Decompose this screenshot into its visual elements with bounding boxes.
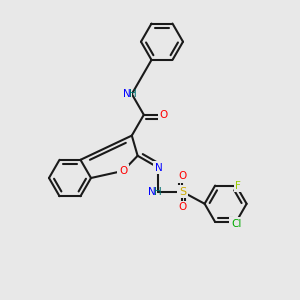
Text: N: N — [123, 89, 131, 99]
Text: O: O — [178, 171, 187, 182]
Text: S: S — [179, 187, 186, 197]
Text: N: N — [154, 163, 162, 173]
Text: Cl: Cl — [231, 219, 241, 229]
Text: F: F — [235, 181, 241, 190]
Text: O: O — [160, 110, 168, 120]
Text: H: H — [129, 89, 137, 99]
Text: N: N — [148, 187, 155, 197]
Text: O: O — [119, 166, 127, 176]
Text: O: O — [178, 202, 187, 212]
Text: H: H — [154, 187, 161, 197]
